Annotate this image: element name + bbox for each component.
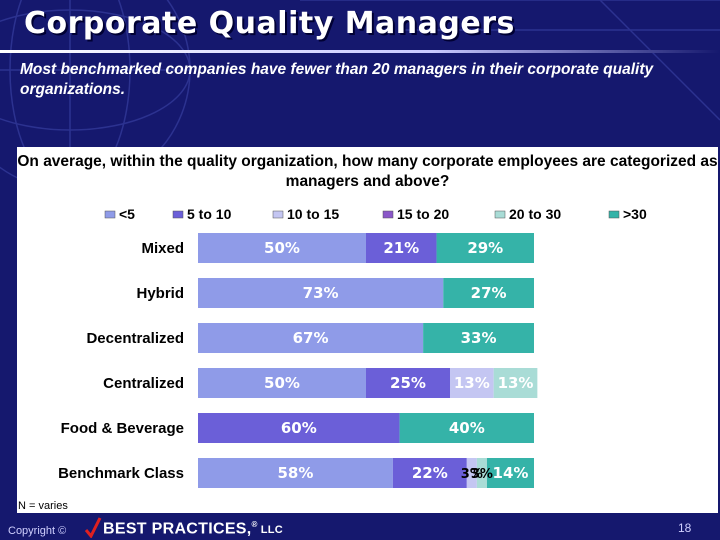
- data-label: 50%: [264, 374, 300, 392]
- bar-segment: [198, 233, 366, 263]
- stacked-bar-chart: <5 5 to 10 10 to 15 15 to 20 20 to 30 >30 Mixe…: [58, 206, 647, 488]
- legend-swatch: [494, 210, 506, 219]
- legend-label: 5 to 10: [187, 206, 232, 222]
- bar-segment: [392, 458, 467, 488]
- category-label: Hybrid: [136, 285, 184, 302]
- data-label: 13%: [498, 374, 534, 392]
- bar-segment: [198, 368, 366, 398]
- category-label: Decentralized: [86, 330, 184, 347]
- legend-swatch: [608, 210, 620, 219]
- legend-label: 15 to 20: [397, 206, 449, 222]
- legend-label: 10 to 15: [287, 206, 339, 222]
- bar-segment: [450, 368, 494, 398]
- legend-swatch: [272, 210, 284, 219]
- slide-subtitle: Most benchmarked companies have fewer th…: [20, 61, 654, 98]
- bar-segment: [493, 368, 538, 398]
- category-label: Centralized: [103, 375, 184, 392]
- data-label: 50%: [264, 239, 300, 257]
- data-label: 67%: [293, 329, 329, 347]
- category-label: Food & Beverage: [61, 420, 184, 437]
- data-label: 27%: [471, 284, 507, 302]
- data-label: 29%: [467, 239, 503, 257]
- bar-segment: [198, 278, 444, 308]
- bar-segment: [198, 458, 393, 488]
- bar-segment: [366, 233, 437, 263]
- page-number: 18: [678, 521, 692, 535]
- title-underline: [0, 50, 720, 53]
- bar-segment: [198, 323, 424, 353]
- legend-swatch: [382, 210, 394, 219]
- chart-title: On average, within the quality organizat…: [17, 153, 718, 190]
- data-label: 14%: [493, 464, 529, 482]
- brand-name: BEST PRACTICES,® LLC: [103, 520, 283, 538]
- data-label: 58%: [277, 464, 313, 482]
- bar-segment: [476, 458, 487, 488]
- bar-segment: [443, 278, 534, 308]
- registered-mark: ®: [251, 520, 258, 529]
- data-label: 3%: [461, 467, 483, 482]
- legend-swatch: [172, 210, 184, 219]
- data-label: 22%: [412, 464, 448, 482]
- bar-segment: [423, 323, 534, 353]
- bar-segment: [466, 458, 477, 488]
- category-label: Mixed: [141, 240, 184, 257]
- data-label: 3%: [471, 467, 493, 482]
- bar-segment: [198, 413, 400, 443]
- data-label: 60%: [281, 419, 317, 437]
- brand-suffix: LLC: [260, 524, 284, 537]
- footer-bar: Copyright © BEST PRACTICES,® LLC 18: [0, 514, 720, 540]
- data-label: 13%: [454, 374, 490, 392]
- category-label: Benchmark Class: [58, 465, 184, 482]
- checkmark-logo-icon: [84, 517, 102, 538]
- brand-text: BEST PRACTICES,: [103, 520, 252, 538]
- data-label: 40%: [449, 419, 485, 437]
- bar-segment: [366, 368, 450, 398]
- legend-label: >30: [623, 206, 647, 222]
- sample-size-note: N = varies: [18, 500, 68, 512]
- bar-segment: [436, 233, 534, 263]
- legend-label: 20 to 30: [509, 206, 561, 222]
- data-label: 33%: [461, 329, 497, 347]
- copyright-text: Copyright ©: [8, 525, 67, 537]
- bar-segment: [399, 413, 534, 443]
- data-label: 21%: [383, 239, 419, 257]
- data-label: 73%: [303, 284, 339, 302]
- legend-label: <5: [119, 206, 135, 222]
- bar-segment: [486, 458, 534, 488]
- chart-panel: <5 5 to 10 10 to 15 15 to 20 20 to 30 >30 Mixe…: [17, 147, 718, 513]
- slide-title: Corporate Quality Managers: [24, 6, 515, 41]
- data-label: 25%: [390, 374, 426, 392]
- legend-swatch: [104, 210, 116, 219]
